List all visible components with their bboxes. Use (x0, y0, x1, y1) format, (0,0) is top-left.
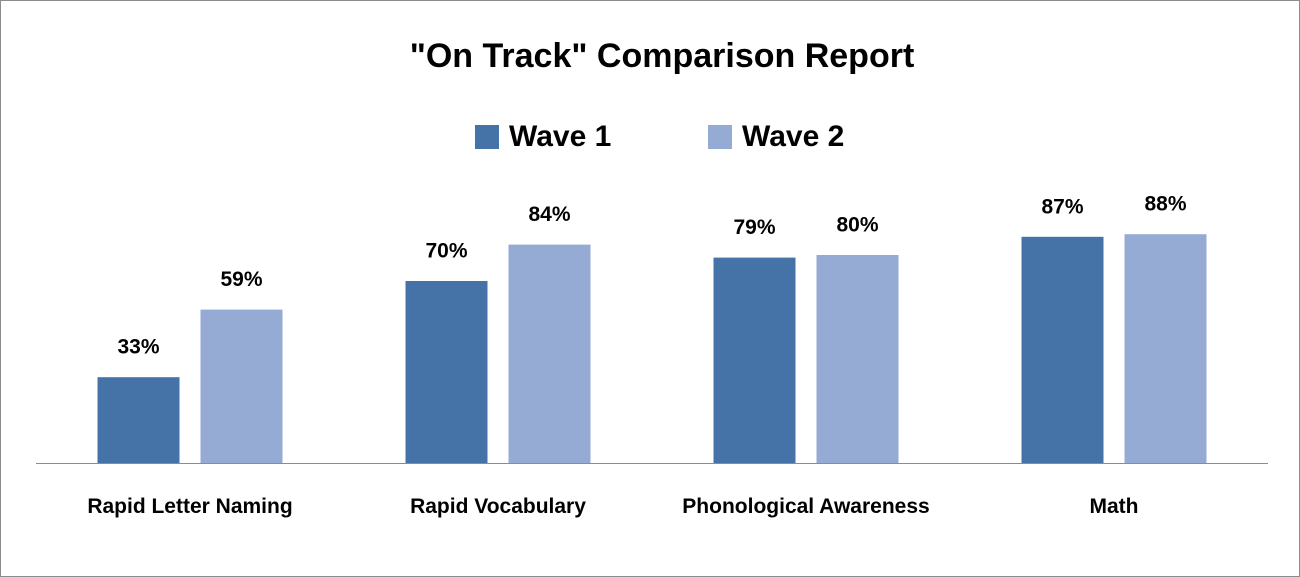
data-label: 79% (733, 216, 775, 239)
legend-swatch (708, 125, 732, 149)
bar (508, 244, 591, 463)
data-label: 84% (528, 203, 570, 226)
bar (405, 281, 488, 463)
bar (816, 255, 899, 463)
x-tick-label: Math (1089, 495, 1139, 518)
bar (1021, 236, 1104, 463)
bar (713, 257, 796, 463)
legend-label: Wave 2 (742, 120, 844, 153)
bar (1124, 234, 1207, 463)
x-tick-label: Phonological Awareness (682, 495, 930, 518)
legend-label: Wave 1 (509, 120, 611, 153)
data-label: 70% (425, 240, 467, 263)
data-label: 88% (1144, 193, 1186, 216)
data-label: 80% (836, 214, 878, 237)
x-tick-label: Rapid Vocabulary (410, 495, 586, 518)
chart-title: "On Track" Comparison Report (410, 37, 915, 75)
bar (97, 377, 180, 463)
data-label: 59% (220, 268, 262, 291)
data-label: 87% (1041, 195, 1083, 218)
bar (200, 309, 283, 463)
legend-swatch (475, 125, 499, 149)
x-tick-label: Rapid Letter Naming (87, 495, 293, 518)
data-label: 33% (117, 336, 159, 359)
